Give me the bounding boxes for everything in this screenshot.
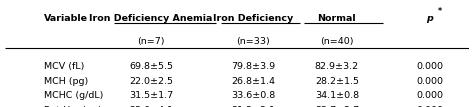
Text: p: p (427, 14, 433, 23)
Text: 0.000: 0.000 (416, 62, 443, 71)
Text: 28.2±1.5: 28.2±1.5 (315, 77, 359, 86)
Text: Iron Deficiency Anemia: Iron Deficiency Anemia (90, 14, 213, 23)
Text: Variable: Variable (44, 14, 88, 23)
Text: 33.6±0.8: 33.6±0.8 (231, 91, 275, 100)
Text: 0.000: 0.000 (416, 91, 443, 100)
Text: 79.8±3.9: 79.8±3.9 (231, 62, 275, 71)
Text: 69.8±5.5: 69.8±5.5 (129, 62, 173, 71)
Text: 26.8±1.4: 26.8±1.4 (231, 77, 275, 86)
Text: Ret-He  (pg): Ret-He (pg) (44, 106, 102, 107)
Text: Iron Deficiency: Iron Deficiency (213, 14, 293, 23)
Text: MCHC (g/dL): MCHC (g/dL) (44, 91, 104, 100)
Text: (n=7): (n=7) (137, 37, 165, 46)
Text: *: * (438, 7, 442, 16)
Text: 23.0±4.1: 23.0±4.1 (129, 106, 173, 107)
Text: 32.7±2.7: 32.7±2.7 (315, 106, 359, 107)
Text: 31.2±2.1: 31.2±2.1 (231, 106, 275, 107)
Text: 0.000: 0.000 (416, 77, 443, 86)
Text: 34.1±0.8: 34.1±0.8 (315, 91, 359, 100)
Text: (n=40): (n=40) (320, 37, 354, 46)
Text: 0.000: 0.000 (416, 106, 443, 107)
Text: MCV (fL): MCV (fL) (44, 62, 84, 71)
Text: (n=33): (n=33) (237, 37, 270, 46)
Text: 82.9±3.2: 82.9±3.2 (315, 62, 359, 71)
Text: MCH (pg): MCH (pg) (44, 77, 89, 86)
Text: Normal: Normal (318, 14, 356, 23)
Text: 31.5±1.7: 31.5±1.7 (129, 91, 173, 100)
Text: 22.0±2.5: 22.0±2.5 (129, 77, 173, 86)
